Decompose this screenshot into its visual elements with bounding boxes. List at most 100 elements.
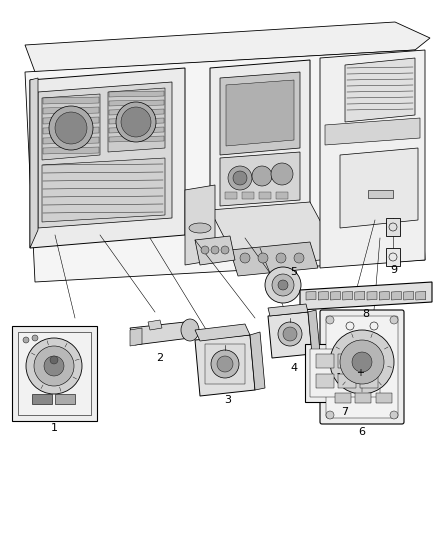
Polygon shape	[109, 91, 164, 97]
Circle shape	[34, 346, 74, 386]
Bar	[355, 393, 371, 403]
Circle shape	[390, 411, 398, 419]
Polygon shape	[220, 72, 300, 155]
Circle shape	[276, 253, 286, 263]
Polygon shape	[343, 292, 353, 300]
Polygon shape	[42, 94, 100, 160]
Bar	[310, 349, 380, 397]
Text: -: -	[336, 368, 340, 378]
FancyBboxPatch shape	[320, 310, 404, 424]
Polygon shape	[330, 292, 340, 300]
Circle shape	[278, 322, 302, 346]
Bar	[386, 248, 400, 266]
Circle shape	[352, 352, 372, 372]
Polygon shape	[210, 202, 340, 268]
Polygon shape	[43, 127, 99, 134]
Polygon shape	[109, 127, 164, 133]
Polygon shape	[416, 292, 426, 300]
Bar	[368, 190, 393, 198]
Polygon shape	[226, 80, 294, 146]
Circle shape	[116, 102, 156, 142]
Polygon shape	[43, 107, 99, 114]
Bar	[225, 192, 237, 199]
Polygon shape	[108, 88, 165, 152]
Polygon shape	[306, 292, 316, 300]
Circle shape	[121, 107, 151, 137]
Polygon shape	[130, 322, 190, 345]
Circle shape	[50, 356, 58, 364]
Ellipse shape	[181, 319, 199, 341]
Polygon shape	[320, 50, 425, 268]
Polygon shape	[268, 312, 312, 358]
Polygon shape	[230, 242, 318, 276]
Polygon shape	[379, 292, 389, 300]
Polygon shape	[109, 118, 164, 124]
Polygon shape	[43, 147, 99, 154]
Circle shape	[330, 330, 394, 394]
Polygon shape	[268, 304, 308, 316]
Circle shape	[252, 166, 272, 186]
Circle shape	[294, 253, 304, 263]
Text: 5: 5	[290, 267, 297, 277]
Circle shape	[272, 274, 294, 296]
Bar	[360, 354, 378, 368]
Polygon shape	[109, 109, 164, 115]
Text: +: +	[356, 368, 364, 378]
Bar	[276, 192, 288, 199]
Bar	[55, 394, 75, 404]
Circle shape	[221, 246, 229, 254]
Text: 4: 4	[290, 363, 297, 373]
Bar	[316, 374, 334, 388]
Circle shape	[55, 112, 87, 144]
Circle shape	[44, 356, 64, 376]
Circle shape	[326, 411, 334, 419]
Circle shape	[271, 163, 293, 185]
Bar	[376, 393, 392, 403]
Polygon shape	[109, 100, 164, 106]
Polygon shape	[130, 328, 142, 346]
Polygon shape	[210, 60, 310, 248]
Circle shape	[283, 327, 297, 341]
Polygon shape	[43, 117, 99, 124]
Polygon shape	[250, 332, 265, 390]
Text: 9: 9	[390, 265, 398, 275]
Polygon shape	[43, 137, 99, 144]
Polygon shape	[185, 185, 215, 265]
Polygon shape	[25, 50, 425, 282]
Text: 1: 1	[50, 423, 57, 433]
Polygon shape	[148, 320, 162, 330]
Polygon shape	[38, 82, 172, 228]
Polygon shape	[403, 292, 413, 300]
Polygon shape	[308, 310, 320, 354]
Polygon shape	[355, 292, 365, 300]
Bar	[338, 354, 356, 368]
FancyBboxPatch shape	[326, 316, 398, 418]
Ellipse shape	[189, 223, 211, 233]
Bar	[12, 326, 97, 421]
Polygon shape	[195, 236, 235, 265]
Polygon shape	[30, 78, 38, 248]
Circle shape	[23, 337, 29, 343]
Polygon shape	[42, 158, 165, 222]
Circle shape	[228, 166, 252, 190]
Polygon shape	[345, 58, 415, 122]
Circle shape	[390, 316, 398, 324]
Circle shape	[201, 246, 209, 254]
Polygon shape	[367, 292, 377, 300]
Circle shape	[233, 171, 247, 185]
Bar	[335, 393, 351, 403]
Circle shape	[217, 356, 233, 372]
Polygon shape	[109, 136, 164, 142]
Polygon shape	[340, 148, 418, 228]
Circle shape	[340, 340, 384, 384]
Circle shape	[49, 106, 93, 150]
Polygon shape	[392, 292, 401, 300]
Polygon shape	[325, 118, 420, 145]
Bar	[386, 218, 400, 236]
Polygon shape	[195, 324, 250, 341]
Circle shape	[211, 246, 219, 254]
Circle shape	[26, 338, 82, 394]
Text: 6: 6	[358, 427, 365, 437]
Text: 7: 7	[342, 407, 349, 417]
Circle shape	[326, 316, 334, 324]
